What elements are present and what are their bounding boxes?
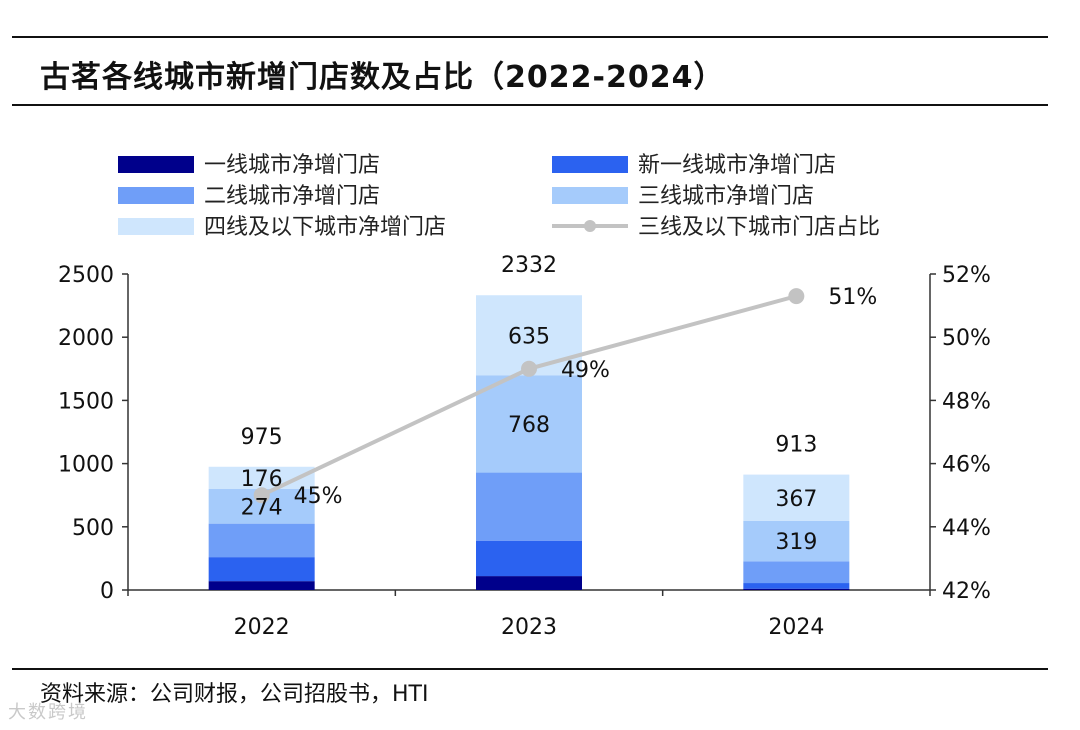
footer-rule [12,668,1048,670]
y-left-tick-label: 500 [72,516,114,541]
x-tick-label: 2022 [234,615,290,640]
legend-label-share-line: 三线及以下城市门店占比 [638,215,880,240]
share-label-2022: 45% [294,484,343,509]
bar-tier1-2024 [743,588,850,590]
legend-label-tier4: 四线及以下城市净增门店 [204,215,446,240]
share-label-2023: 49% [561,358,610,383]
share-line-point-2024 [788,288,805,305]
bar-tier4-2024 [743,474,850,521]
y-left-tick-label: 1000 [58,453,114,478]
share-line-point-2022 [253,487,270,504]
legend-label-tier1: 一线城市净增门店 [204,153,380,178]
y-right-tick-label: 50% [942,326,991,351]
y-right-tick-label: 42% [942,579,991,604]
legend-swatch-tier2 [118,187,194,204]
data-label-tier4-2023: 635 [508,324,550,349]
legend-marker-share-line [584,220,596,232]
watermark: 大数跨境 [8,702,88,723]
bar-new-tier1-2022 [208,557,315,582]
legend-swatch-tier1 [118,156,194,173]
x-tick-label: 2023 [501,615,557,640]
total-label-2022: 975 [241,425,283,450]
y-right-tick-label: 44% [942,516,991,541]
bar-tier2-2023 [476,472,582,541]
title-rule-bottom [12,104,1048,106]
bar-tier1-2022 [208,581,315,590]
data-label-tier3-2024: 319 [775,530,817,555]
share-label-2024: 51% [828,285,877,310]
legend-label-tier2: 二线城市净增门店 [204,184,380,209]
data-label-tier3-2023: 768 [508,413,550,438]
title-rule-top [12,36,1048,38]
y-left-tick-label: 2500 [58,263,114,288]
x-tick-label: 2024 [768,615,824,640]
bar-tier1-2023 [476,576,582,590]
y-left-tick-label: 2000 [58,326,114,351]
legend-swatch-tier4 [118,218,194,235]
data-labels: 274 176 975 768 635 2332 319 367 913 45% 49% 51% [241,253,878,555]
bars [208,295,850,590]
legend-swatch-tier3 [552,187,628,204]
bar-new-tier1-2024 [743,583,850,589]
y-right-tick-label: 48% [942,389,991,414]
data-label-tier3-2022: 274 [241,495,283,520]
total-label-2024: 913 [775,433,817,458]
data-label-tier4-2022: 176 [241,467,283,492]
chart-title: 古茗各线城市新增门店数及占比（2022-2024） [40,60,725,95]
axes: 0 500 1000 1500 2000 2500 42% 44% 46% 48% 50% 52% 20… [58,263,991,640]
source-note: 资料来源：公司财报，公司招股书，HTI [40,682,429,707]
share-line [253,288,805,504]
bar-tier3-2024 [743,520,850,562]
legend-label-new-tier1: 新一线城市净增门店 [638,153,836,178]
total-label-2023: 2332 [501,253,557,278]
share-line-point-2023 [521,360,537,377]
y-left-tick-label: 0 [100,579,114,604]
y-right-tick-label: 46% [942,453,991,478]
y-right-tick-label: 52% [942,263,991,288]
data-label-tier4-2024: 367 [775,487,817,512]
bar-new-tier1-2023 [476,540,582,577]
bar-tier2-2024 [743,561,850,584]
bar-tier3-2023 [476,375,582,473]
legend-label-tier3: 三线城市净增门店 [638,184,814,209]
bar-tier2-2022 [208,523,315,558]
y-left-tick-label: 1500 [58,389,114,414]
legend-swatch-new-tier1 [552,156,628,173]
